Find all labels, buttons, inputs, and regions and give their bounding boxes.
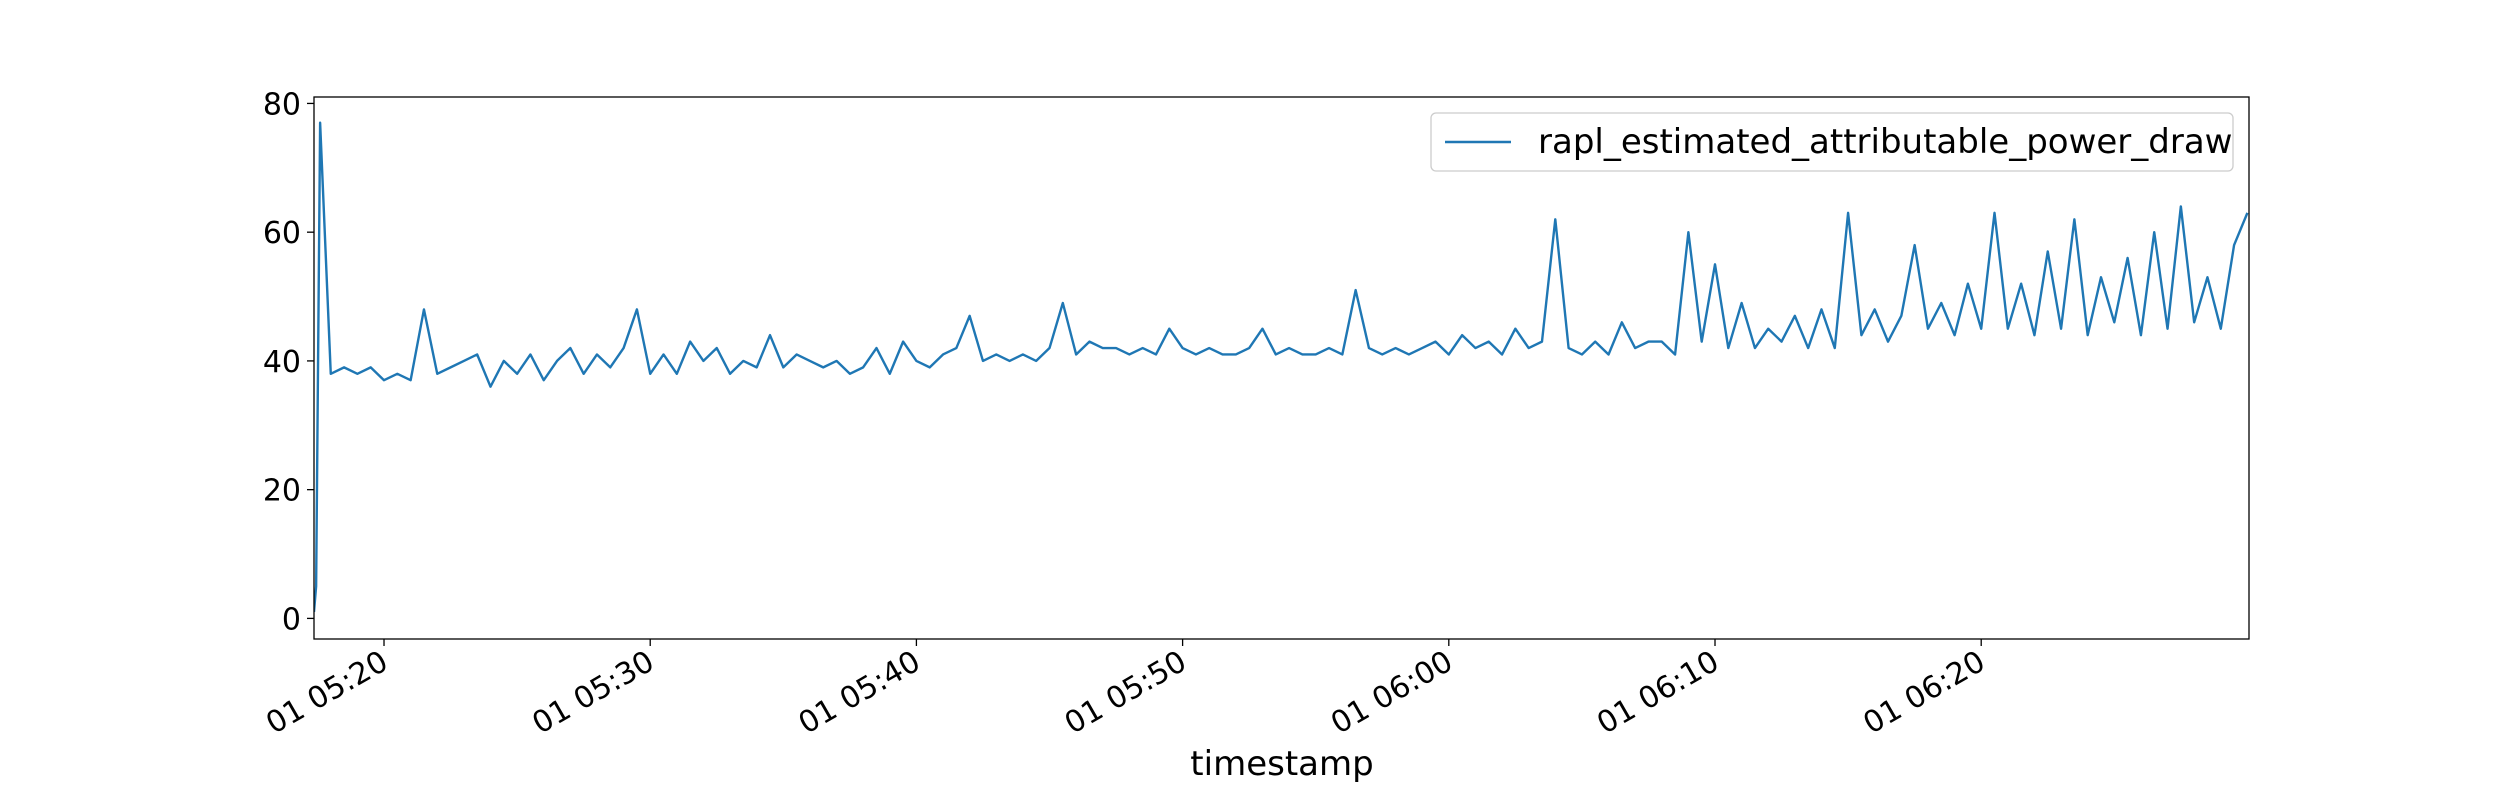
x-tick-label: 01 06:10	[1591, 644, 1725, 741]
plot-frame	[313, 96, 2250, 640]
y-tick-label: 40	[263, 345, 301, 380]
x-tick-label: 01 05:50	[1059, 644, 1193, 741]
legend-frame	[1430, 112, 2234, 172]
y-tick-label: 20	[263, 474, 301, 509]
legend-label: rapl_estimated_attributable_power_draw	[1538, 122, 2233, 162]
x-axis-label: timestamp	[1190, 744, 1373, 784]
x-tick-label: 01 05:40	[793, 644, 927, 741]
x-tick-label: 01 05:20	[260, 644, 394, 741]
x-tick-label: 01 05:30	[527, 644, 661, 741]
y-tick-label: 80	[263, 87, 301, 122]
legend: rapl_estimated_attributable_power_draw	[1430, 112, 2234, 172]
data-line	[314, 121, 2249, 613]
x-tick-label: 01 06:00	[1325, 644, 1459, 741]
y-tick-label: 60	[263, 216, 301, 251]
x-tick-label: 01 06:20	[1858, 644, 1992, 741]
y-tick-label: 0	[282, 602, 301, 637]
